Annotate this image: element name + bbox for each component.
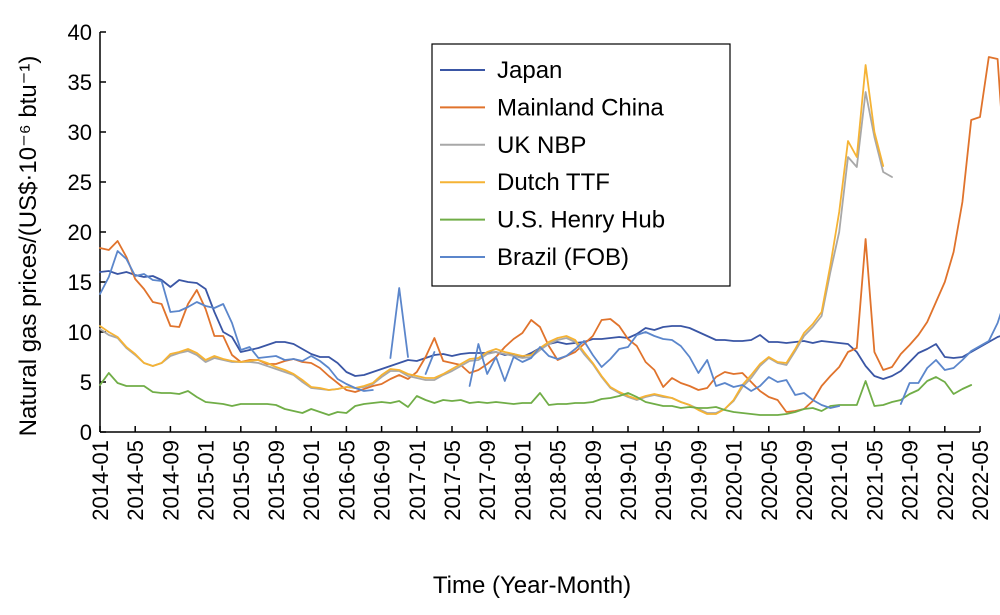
- x-tick-label: 2014-09: [158, 440, 183, 521]
- x-tick-label: 2022-01: [933, 440, 958, 521]
- legend-label-japan: Japan: [497, 57, 562, 84]
- x-tick-label: 2020-09: [792, 440, 817, 521]
- x-tick-label: 2018-05: [546, 440, 571, 521]
- y-tick-label: 30: [68, 120, 92, 145]
- x-tick-label: 2021-05: [862, 440, 887, 521]
- y-tick-label: 15: [68, 270, 92, 295]
- x-tick-label: 2015-01: [194, 440, 219, 521]
- x-tick-label: 2017-05: [440, 440, 465, 521]
- legend-label-uk-nbp: UK NBP: [497, 132, 586, 159]
- series-line-u-s-henry-hub: [99, 372, 973, 416]
- legend-label-brazil-fob: Brazil (FOB): [497, 244, 629, 271]
- x-tick-label: 2019-01: [616, 440, 641, 521]
- y-tick-label: 0: [80, 420, 92, 445]
- y-tick-label: 35: [68, 70, 92, 95]
- x-tick-label: 2016-01: [299, 440, 324, 521]
- y-tick-label: 10: [68, 320, 92, 345]
- x-tick-label: 2019-09: [686, 440, 711, 521]
- x-tick-label: 2022-05: [968, 440, 993, 521]
- x-tick-label: 2014-05: [123, 440, 148, 521]
- y-tick-label: 40: [68, 20, 92, 45]
- series-line-dutch-ttf: [99, 64, 885, 415]
- y-tick-label: 20: [68, 220, 92, 245]
- x-tick-label: 2019-05: [651, 440, 676, 521]
- x-tick-label: 2021-01: [827, 440, 852, 521]
- y-axis-title: Natural gas prices/(US$·10⁻⁶ btu⁻¹): [15, 56, 42, 437]
- x-tick-label: 2015-09: [264, 440, 289, 521]
- series-line-brazil-fob: [99, 250, 1000, 409]
- x-tick-label: 2016-05: [334, 440, 359, 521]
- y-tick-label: 25: [68, 170, 92, 195]
- legend-label-mainland-china: Mainland China: [497, 94, 664, 121]
- x-tick-label: 2020-05: [757, 440, 782, 521]
- x-tick-label: 2021-09: [898, 440, 923, 521]
- x-tick-label: 2020-01: [722, 440, 747, 521]
- x-tick-label: 2018-09: [581, 440, 606, 521]
- legend-box: [431, 43, 731, 287]
- x-tick-label: 2015-05: [229, 440, 254, 521]
- axes: 0 5 10 15 20 25 30 35 40 2014-01 2014-05 2014-09 201…: [68, 20, 993, 521]
- series-lines: [99, 56, 1000, 416]
- legend-label-dutch-ttf: Dutch TTF: [497, 169, 610, 196]
- x-tick-label: 2018-01: [510, 440, 535, 521]
- x-tick-label: 2014-01: [88, 440, 113, 521]
- y-tick-label: 5: [80, 370, 92, 395]
- x-tick-label: 2017-09: [475, 440, 500, 521]
- legend: Japan Mainland China UK NBP Dutch TTF U.S. H…: [431, 43, 731, 287]
- series-line-uk-nbp: [99, 91, 893, 414]
- x-tick-label: 2017-01: [405, 440, 430, 521]
- x-tick-label: 2016-09: [370, 440, 395, 521]
- legend-label-u-s-henry-hub: U.S. Henry Hub: [497, 207, 665, 234]
- x-axis-title: Time (Year-Month): [433, 572, 631, 599]
